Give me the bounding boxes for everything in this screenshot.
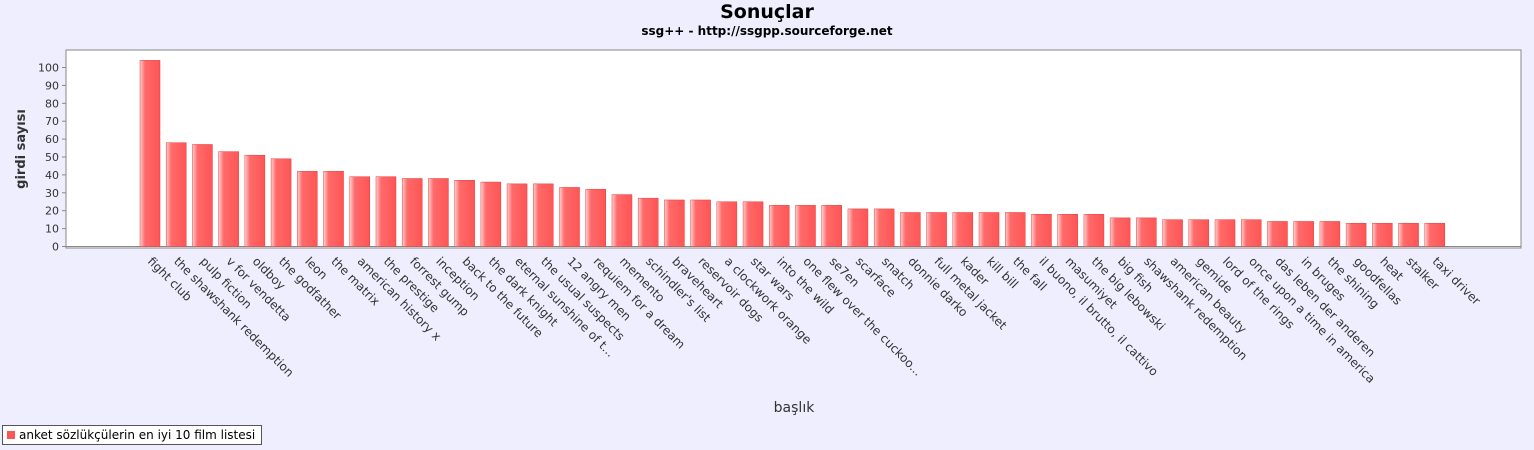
bar [900, 212, 921, 247]
bar [428, 178, 449, 247]
bar [244, 154, 266, 247]
bar [1214, 219, 1236, 247]
bar [1293, 221, 1314, 247]
y-tick-label: 30 [45, 187, 59, 200]
bar [1240, 219, 1262, 247]
y-tick-label: 20 [45, 205, 59, 218]
bar [454, 180, 475, 247]
y-tick-label: 60 [45, 133, 59, 146]
bar [506, 183, 528, 247]
bar [611, 194, 633, 247]
y-axis-label: girdi sayısı [14, 109, 29, 189]
bar [1005, 212, 1026, 247]
bar [165, 142, 187, 247]
bar [1083, 214, 1105, 247]
bar [139, 60, 161, 247]
bar [821, 205, 842, 247]
bar [480, 181, 502, 247]
bar [1136, 217, 1157, 247]
bar [690, 199, 711, 247]
bar [349, 176, 371, 247]
bar [1372, 222, 1393, 247]
bar [664, 199, 685, 247]
y-tick-label: 10 [45, 223, 59, 236]
y-tick-label: 100 [38, 62, 59, 75]
bar [926, 212, 947, 247]
x-axis-label: başlık [774, 400, 816, 416]
bar [952, 212, 974, 247]
bar [978, 212, 1000, 247]
bar [1031, 214, 1052, 247]
chart-subtitle: ssg++ - http://ssgpp.sourceforge.net [641, 24, 893, 38]
bar [297, 171, 318, 247]
bar [1345, 222, 1367, 247]
bar [1188, 219, 1210, 247]
bar [533, 183, 554, 247]
bar [1109, 217, 1131, 247]
chart-title: Sonuçlar [720, 1, 814, 23]
bar [1398, 222, 1419, 247]
bar [375, 176, 397, 247]
bar [847, 208, 869, 247]
bar [1162, 219, 1183, 247]
bar [1057, 214, 1078, 247]
y-tick-label: 70 [45, 115, 59, 128]
bar [1267, 221, 1288, 247]
legend-label: anket sözlükçülerin en iyi 10 film liste… [19, 428, 256, 442]
bar [637, 197, 659, 247]
bar [716, 201, 738, 247]
bar [1424, 222, 1446, 247]
bar [192, 144, 213, 247]
bar [270, 158, 292, 247]
bar [218, 151, 239, 247]
bar [585, 188, 606, 247]
y-tick-label: 50 [45, 151, 59, 164]
legend-swatch [7, 431, 15, 439]
y-tick-label: 40 [45, 169, 59, 182]
bar [401, 178, 423, 247]
bar [323, 171, 344, 247]
bar [795, 205, 816, 247]
bar [1319, 221, 1341, 247]
y-tick-label: 80 [45, 97, 59, 110]
bars [139, 60, 1446, 247]
y-tick-label: 0 [52, 241, 59, 254]
bar [559, 187, 580, 247]
bar [742, 201, 764, 247]
bar [873, 208, 895, 247]
y-tick-label: 90 [45, 79, 59, 92]
legend: anket sözlükçülerin en iyi 10 film liste… [2, 425, 263, 445]
bar [769, 205, 790, 247]
